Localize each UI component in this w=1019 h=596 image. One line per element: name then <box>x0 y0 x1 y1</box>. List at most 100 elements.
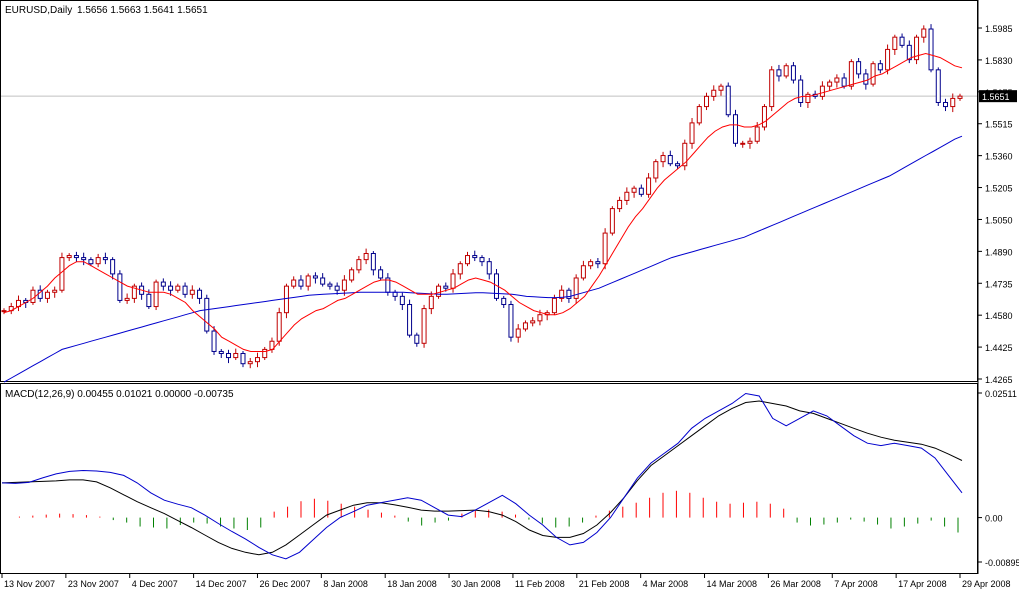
macd-panel[interactable] <box>0 383 978 574</box>
candle <box>827 79 833 91</box>
candle <box>704 92 710 111</box>
time-tick-label: 23 Nov 2007 <box>68 579 119 589</box>
candle <box>689 117 695 149</box>
price-tick-label: 1.4265 <box>985 375 1013 385</box>
candle <box>769 66 775 112</box>
candle <box>885 44 891 75</box>
ohlc-label: 1.5656 1.5663 1.5641 1.5651 <box>77 5 208 16</box>
candle <box>305 273 311 291</box>
candle <box>110 257 116 280</box>
price-tick-label: 1.5205 <box>985 184 1013 194</box>
candle <box>783 63 789 79</box>
candle <box>841 73 847 89</box>
candle <box>44 289 50 303</box>
candlestick-series <box>1 24 963 369</box>
candle <box>414 332 420 347</box>
candle <box>211 326 217 355</box>
candle <box>602 228 608 270</box>
candle <box>218 349 224 358</box>
candle <box>906 40 912 64</box>
candle <box>312 272 318 284</box>
candle <box>189 285 195 299</box>
candle <box>899 33 905 48</box>
price-tick-label: 1.4890 <box>985 247 1013 257</box>
candle <box>428 291 434 315</box>
candle <box>52 286 58 298</box>
candle <box>399 292 405 311</box>
candle <box>283 283 289 319</box>
candle <box>950 93 956 113</box>
candle <box>486 257 492 280</box>
candle <box>457 261 463 280</box>
time-tick-label: 30 Jan 2008 <box>451 579 501 589</box>
candle <box>819 81 825 100</box>
macd-tick-label: -0.00895 <box>985 558 1019 568</box>
price-tick-label: 1.5830 <box>985 56 1013 66</box>
candle <box>73 251 79 263</box>
time-tick-label: 7 Apr 2008 <box>834 579 878 589</box>
candle <box>711 85 717 101</box>
candle <box>631 185 637 198</box>
time-tick-label: 29 Apr 2008 <box>962 579 1011 589</box>
candle <box>870 61 876 87</box>
candle <box>197 287 203 304</box>
time-tick-label: 21 Feb 2008 <box>579 579 630 589</box>
time-tick-label: 11 Feb 2008 <box>515 579 565 589</box>
candle <box>732 109 738 147</box>
candle <box>805 91 811 108</box>
price-tick-label: 1.5050 <box>985 215 1013 225</box>
time-tick-label: 14 Dec 2007 <box>196 579 247 589</box>
candle <box>675 161 681 170</box>
candle <box>928 24 934 73</box>
candle <box>761 104 767 131</box>
candle <box>131 283 137 303</box>
time-tick-label: 4 Dec 2007 <box>132 579 178 589</box>
price-tick-label: 1.5360 <box>985 152 1013 162</box>
candle <box>588 259 594 270</box>
candle <box>877 60 883 74</box>
candle <box>117 270 123 303</box>
macd-main-line <box>1 392 963 560</box>
candle <box>327 281 333 290</box>
candle <box>233 348 239 361</box>
candle <box>609 206 615 236</box>
candle <box>638 184 644 197</box>
candle <box>617 196 623 213</box>
ma-fast-line <box>3 52 963 352</box>
candle <box>124 293 130 304</box>
candle <box>740 140 746 148</box>
candle <box>551 294 557 316</box>
candle <box>943 98 949 112</box>
candle <box>914 34 920 65</box>
current-price-badge <box>979 90 1017 103</box>
current-price-label: 1.5651 <box>982 92 1010 102</box>
candle <box>421 304 427 348</box>
candle <box>349 267 355 283</box>
candle <box>530 317 536 327</box>
candle <box>892 34 898 55</box>
time-tick-label: 18 Jan 2008 <box>387 579 437 589</box>
candle <box>175 283 181 293</box>
candle <box>653 159 659 183</box>
candle <box>1 308 7 315</box>
candle <box>559 285 565 302</box>
candle <box>798 75 804 107</box>
time-tick-label: 17 Apr 2008 <box>898 579 947 589</box>
candle <box>356 255 362 274</box>
candle <box>88 257 94 267</box>
macd-label: MACD(12,26,9) 0.00455 0.01021 0.00000 -0… <box>5 389 234 400</box>
candle <box>522 320 528 332</box>
price-panel[interactable] <box>0 0 978 382</box>
candle <box>595 257 601 269</box>
time-tick-label: 14 Mar 2008 <box>707 579 758 589</box>
candle <box>479 255 485 267</box>
candle <box>436 283 442 299</box>
candle <box>515 324 521 343</box>
candle <box>624 187 630 205</box>
candle <box>407 299 413 338</box>
time-tick-label: 4 Mar 2008 <box>643 579 689 589</box>
candle <box>341 275 347 296</box>
moving-average-lines <box>3 52 963 383</box>
